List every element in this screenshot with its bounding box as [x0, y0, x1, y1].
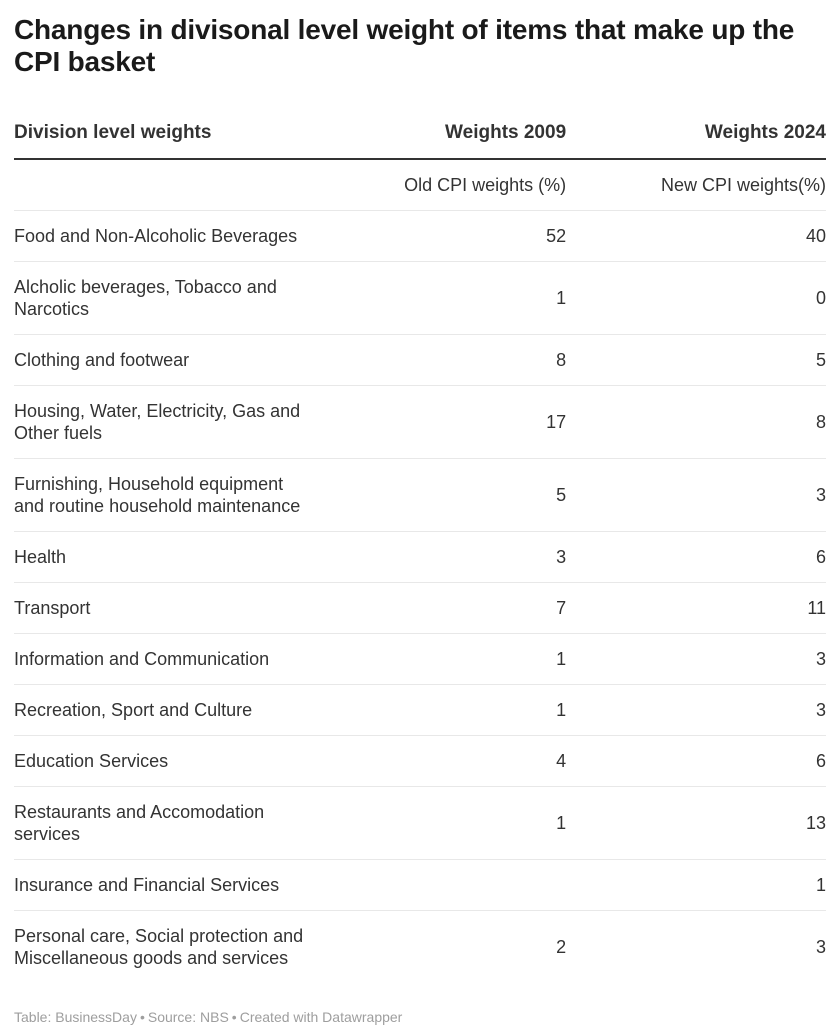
- subheader-empty: [14, 159, 396, 211]
- weight-2009-value: 2: [556, 937, 567, 957]
- table-row: Recreation, Sport and Culture 1 3: [14, 685, 826, 736]
- page-title: Changes in divisonal level weight of ite…: [14, 14, 795, 77]
- division-label: Health: [14, 547, 67, 567]
- table-row: Furnishing, Household equipment and rout…: [14, 459, 826, 532]
- weight-2009-value: 1: [556, 813, 567, 833]
- table-row: Food and Non-Alcoholic Beverages 52 40: [14, 211, 826, 262]
- table-row: Information and Communication 1 3: [14, 634, 826, 685]
- weight-2009-value: 4: [556, 751, 567, 771]
- weight-2024-value: 13: [805, 813, 826, 833]
- weight-2009-value: 5: [556, 485, 567, 505]
- weight-2009-value: 1: [556, 700, 567, 720]
- footer-source: Source: NBS: [147, 1009, 229, 1025]
- weight-2009-value: 1: [556, 649, 567, 669]
- table-row: Clothing and footwear 8 5: [14, 335, 826, 386]
- weight-2024-value: 40: [805, 226, 826, 246]
- division-label: Insurance and Financial Services: [14, 875, 280, 895]
- weight-2009-value: [396, 860, 567, 911]
- weight-2009-value: 52: [546, 226, 567, 246]
- cpi-weights-table: Division level weights Weights 2009 Weig…: [14, 102, 826, 983]
- division-label: Education Services: [14, 751, 169, 771]
- table-row: Transport 7 11: [14, 583, 826, 634]
- weight-2024-value: 3: [815, 937, 826, 957]
- footer: Table: BusinessDay • Source: NBS • Created w…: [14, 1009, 826, 1026]
- division-label: Restaurants and Accomodation services: [14, 802, 265, 844]
- subheader-new-cpi: New CPI weights(%): [660, 175, 826, 195]
- division-label: Food and Non-Alcoholic Beverages: [14, 226, 298, 246]
- column-header-division: Division level weights: [14, 122, 212, 143]
- subheader-old-cpi: Old CPI weights (%): [404, 175, 567, 195]
- weight-2024-value: 6: [815, 751, 826, 771]
- table-row: Health 3 6: [14, 532, 826, 583]
- table-row: Housing, Water, Electricity, Gas and Oth…: [14, 386, 826, 459]
- weight-2024-value: 5: [815, 350, 826, 370]
- table-row: Alcholic beverages, Tobacco and Narcotic…: [14, 262, 826, 335]
- footer-separator: •: [231, 1009, 237, 1025]
- division-label: Recreation, Sport and Culture: [14, 700, 253, 720]
- weight-2024-value: 8: [815, 412, 826, 432]
- weight-2024-value: 3: [815, 485, 826, 505]
- datawrapper-link[interactable]: Created with Datawrapper: [239, 1009, 403, 1025]
- table-row: Education Services 4 6: [14, 736, 826, 787]
- division-label: Alcholic beverages, Tobacco and Narcotic…: [14, 277, 277, 319]
- weight-2009-value: 17: [546, 412, 567, 432]
- division-label: Housing, Water, Electricity, Gas and Oth…: [14, 401, 301, 443]
- division-label: Clothing and footwear: [14, 350, 190, 370]
- weight-2024-value: 6: [815, 547, 826, 567]
- weight-2009-value: 1: [556, 288, 567, 308]
- column-header-weights-2009: Weights 2009: [445, 122, 567, 143]
- table-row: Restaurants and Accomodation services 1 …: [14, 787, 826, 860]
- division-label: Furnishing, Household equipment and rout…: [14, 474, 301, 516]
- division-label: Transport: [14, 598, 91, 618]
- table-row: Personal care, Social protection and Mis…: [14, 911, 826, 984]
- footer-separator: •: [139, 1009, 145, 1025]
- footer-table-credit: Table: BusinessDay: [14, 1009, 137, 1025]
- weight-2024-value: 3: [815, 649, 826, 669]
- table-row: Insurance and Financial Services 1: [14, 860, 826, 911]
- weight-2024-value: 3: [815, 700, 826, 720]
- column-header-weights-2024: Weights 2024: [704, 122, 826, 143]
- weight-2024-value: 1: [815, 875, 826, 895]
- division-label: Personal care, Social protection and Mis…: [14, 926, 304, 968]
- weight-2024-value: 0: [815, 288, 826, 308]
- weight-2009-value: 8: [556, 350, 567, 370]
- table-header-row: Division level weights Weights 2009 Weig…: [14, 102, 826, 159]
- weight-2024-value: 11: [807, 598, 826, 618]
- weight-2009-value: 3: [556, 547, 567, 567]
- division-label: Information and Communication: [14, 649, 270, 669]
- weight-2009-value: 7: [556, 598, 567, 618]
- table-subheader-row: Old CPI weights (%) New CPI weights(%): [14, 159, 826, 211]
